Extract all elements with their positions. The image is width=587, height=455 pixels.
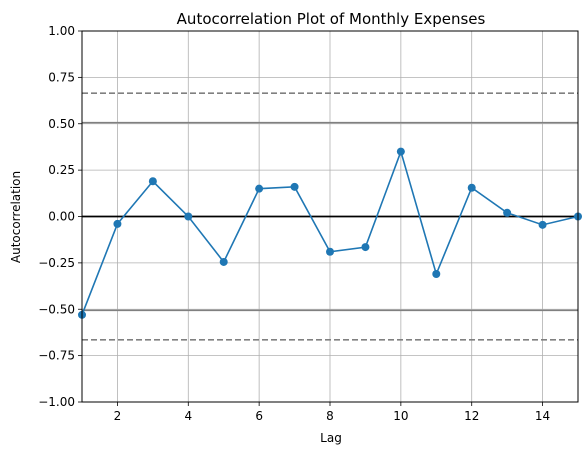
y-axis-ticks: −1.00 −0.75 −0.50 −0.25 0.00 0.25 0.50 0.75 1.00: [38, 24, 82, 409]
reference-lines: [82, 92, 578, 341]
x-tick-label: 6: [255, 409, 263, 423]
x-tick-label: 14: [535, 409, 550, 423]
y-tick-label: 1.00: [48, 24, 75, 38]
data-point: [219, 257, 228, 266]
x-axis-ticks: 2 4 6 8 10 12 14: [114, 402, 550, 423]
x-tick-label: 12: [464, 409, 479, 423]
y-tick-label: 0.00: [48, 210, 75, 224]
x-tick-label: 8: [326, 409, 334, 423]
data-point: [538, 220, 547, 229]
x-tick-label: 4: [184, 409, 192, 423]
data-point: [361, 243, 370, 252]
data-point: [290, 182, 299, 191]
y-axis-label: Autocorrelation: [9, 171, 23, 263]
x-tick-label: 10: [393, 409, 408, 423]
data-point: [467, 183, 476, 192]
data-point: [148, 177, 157, 186]
data-point: [396, 147, 405, 156]
y-tick-label: −0.50: [38, 302, 75, 316]
data-point: [255, 184, 264, 193]
data-point: [113, 219, 122, 228]
data-point: [503, 208, 512, 217]
x-axis-label: Lag: [320, 431, 342, 445]
y-tick-label: −0.25: [38, 256, 75, 270]
y-tick-label: 0.75: [48, 70, 75, 84]
data-point: [432, 270, 441, 279]
data-point: [326, 247, 334, 256]
y-tick-label: −0.75: [38, 349, 75, 363]
chart-title: Autocorrelation Plot of Monthly Expenses: [177, 10, 486, 28]
y-tick-label: 0.25: [48, 163, 75, 177]
data-point: [184, 212, 193, 221]
y-tick-label: 0.50: [48, 117, 75, 131]
y-tick-label: −1.00: [38, 395, 75, 409]
x-tick-label: 2: [114, 409, 122, 423]
